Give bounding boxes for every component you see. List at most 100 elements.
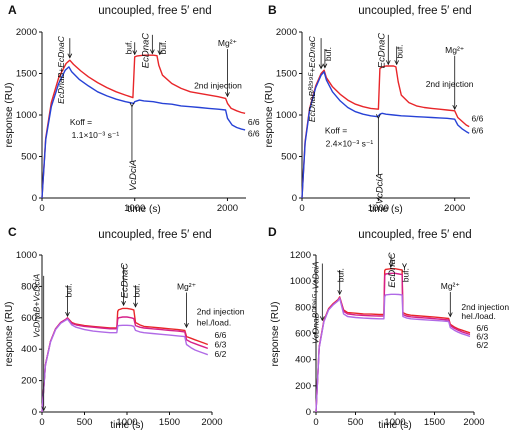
- arrow-head: [447, 312, 453, 318]
- annotation: Mg²⁺: [441, 281, 460, 291]
- series-line-2: [41, 316, 209, 413]
- arrow-head: [132, 50, 138, 56]
- annotation: Mg²⁺: [218, 38, 237, 48]
- y-tick-label: 2000: [16, 27, 37, 38]
- annotation: Mg²⁺: [445, 45, 464, 55]
- y-tick-label: 1500: [16, 69, 37, 80]
- annotation: 2nd injection: [194, 80, 242, 90]
- y-tick-label: 0: [32, 407, 37, 418]
- arrow-head: [129, 102, 135, 108]
- panel-letter: C: [8, 225, 17, 239]
- annotation: 2nd injection: [197, 307, 245, 317]
- annotation: 6/3: [215, 340, 227, 350]
- y-tick-label: 0: [292, 193, 297, 204]
- annotation: buf.: [132, 283, 142, 297]
- x-tick-label: 0: [313, 417, 318, 428]
- annotation: 6/6: [215, 330, 227, 340]
- annotation: buf.: [400, 268, 410, 282]
- arrow-head: [319, 316, 325, 322]
- x-tick-label: 1000: [368, 203, 389, 214]
- x-tick-label: 1000: [124, 203, 145, 214]
- x-axis-label: time (s): [378, 420, 411, 431]
- arrow-head: [322, 63, 328, 69]
- panel-letter: D: [268, 225, 277, 239]
- annotation: buf.: [158, 40, 168, 54]
- arrow-head: [121, 301, 126, 307]
- x-tick-label: 2000: [217, 203, 238, 214]
- y-tick-label: 600: [295, 329, 311, 340]
- x-tick-label: 1500: [424, 417, 445, 428]
- annotation: buf.: [64, 283, 74, 297]
- annotation: 2.4×10⁻³ s⁻¹: [326, 139, 374, 149]
- y-tick-label: 800: [295, 302, 311, 313]
- y-tick-label: 1200: [290, 250, 311, 261]
- arrow-head: [402, 263, 407, 269]
- annotation: Koff =: [70, 117, 92, 127]
- y-axis-label: response (RU): [264, 82, 275, 147]
- arrow-head: [149, 49, 155, 55]
- x-axis-label: time (s): [110, 420, 143, 431]
- arrow-head: [41, 406, 47, 412]
- y-tick-label: 200: [295, 381, 311, 392]
- y-tick-label: 800: [21, 281, 37, 292]
- x-tick-label: 0: [39, 203, 44, 214]
- annotation: buf.: [395, 44, 405, 58]
- annotation: buf.: [124, 40, 134, 54]
- annotation: 6/6: [248, 129, 260, 139]
- arrow-head: [394, 60, 400, 66]
- x-tick-label: 1500: [159, 417, 180, 428]
- arrow-head: [318, 64, 324, 70]
- annotation: VcDciA: [374, 173, 385, 204]
- annotation: EcDnaC: [120, 263, 131, 299]
- annotation: 2nd injection: [461, 302, 509, 312]
- series-line-3: [41, 318, 209, 413]
- annotation: EcDnaC: [140, 33, 151, 69]
- arrow-head: [184, 323, 189, 329]
- x-axis-label: time (s): [127, 204, 160, 215]
- y-tick-label: 1000: [290, 276, 311, 287]
- y-tick-label: 500: [21, 152, 37, 163]
- annotation: 6/6: [472, 114, 484, 124]
- annotation: buf.: [323, 47, 333, 61]
- y-tick-label: 1500: [276, 69, 297, 80]
- series-line-2: [301, 71, 470, 199]
- y-tick-label: 2000: [276, 27, 297, 38]
- arrow-head: [385, 60, 391, 66]
- series-line-1: [41, 307, 209, 413]
- annotation: EcDnaC: [387, 252, 398, 288]
- annotation: hel./load.: [461, 311, 496, 321]
- annotation: hel./load.: [197, 318, 232, 328]
- annotation: VcDnaBᴰ²⁹⁶ᴳ+VcDciA: [310, 261, 320, 344]
- series-line-1: [41, 54, 246, 199]
- arrow-head: [157, 50, 163, 56]
- y-tick-label: 400: [295, 355, 311, 366]
- y-axis-label: response (RU): [4, 82, 15, 147]
- panel-title: uncoupled, free 5′ end: [98, 229, 211, 241]
- annotation: 6/3: [476, 331, 488, 341]
- arrow-head: [67, 53, 73, 59]
- panel-title: uncoupled, free 5′ end: [98, 5, 211, 17]
- y-tick-label: 1000: [276, 110, 297, 121]
- x-tick-label: 500: [348, 417, 364, 428]
- y-tick-label: 1000: [16, 250, 37, 261]
- x-tick-label: 500: [77, 417, 93, 428]
- arrow-head: [225, 92, 230, 98]
- arrow-head: [452, 105, 458, 111]
- annotation: 1.1×10⁻³ s⁻¹: [72, 130, 120, 140]
- y-tick-label: 200: [21, 376, 37, 387]
- panel-letter: A: [8, 3, 17, 17]
- arrow-head: [337, 290, 343, 296]
- annotation: VcDnaB+VcDciA: [32, 274, 42, 338]
- annotation: 6/2: [215, 349, 227, 359]
- arrow-head: [388, 262, 394, 268]
- annotation: EcDnaBᴿ²⁹⁹ᴱ+EcDnaC: [307, 35, 317, 122]
- panel-title: uncoupled, free 5′ end: [358, 229, 471, 241]
- annotation: EcDnaC: [376, 33, 387, 69]
- annotation: Mg²⁺: [177, 282, 196, 292]
- x-tick-label: 2000: [201, 417, 222, 428]
- x-tick-label: 2000: [444, 203, 465, 214]
